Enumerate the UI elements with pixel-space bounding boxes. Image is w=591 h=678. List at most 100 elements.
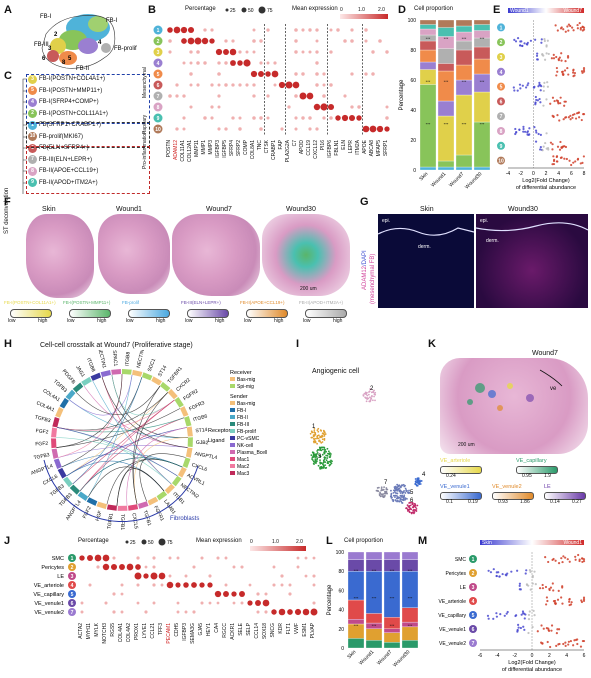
panel-m-pt-2-10 [541,587,545,590]
panel-m-pt-0-12 [551,558,554,562]
chord-sender-label-9: Mac2 [237,464,249,470]
panel-m-xtick-4: 2 [548,653,551,659]
dot-j-3-11 [166,581,174,589]
dot-b-4-7 [217,72,221,76]
umap-i-pt-1-40 [309,432,312,435]
dot-j-0-28 [304,556,308,560]
chord-label-19: CXCL5 [130,513,139,530]
panel-d-seg-2-0 [455,166,473,171]
chord-fibro-arc [43,459,199,522]
cluster-row-badge: 5 [28,86,37,95]
chord-sector-25 [69,484,81,495]
umap-i-pt-5-35 [412,509,415,512]
umap-i-pt-3-100 [402,499,405,502]
k-legend-bar-0 [440,466,482,474]
panel-m-pt-0-15 [564,556,567,559]
panel-e-pt-2-8 [558,56,561,59]
panel-f-scale: 200 um [300,286,317,292]
dot-b-9-30 [376,125,384,133]
chord-label-34: COL4A1 [42,388,62,403]
chord-sender-label-10: Mac3 [237,471,249,477]
panel-e-pt-5-5 [539,101,542,104]
dot-b-0-3 [187,26,195,34]
cluster-badge-num-2: 2 [157,39,160,45]
dot-b-8-23 [329,116,333,120]
panel-e-pt-6-11 [552,115,555,119]
panel-l-sig-1-0: *** [372,568,377,573]
cluster-group-label-2: Pro-inflammation [142,131,148,169]
gene-label-b-10: SFRP2 [236,140,242,156]
dot-b-8-22 [322,116,326,120]
panel-e-pt-8-8 [563,145,566,148]
umap-i-pt-3-63 [399,486,402,489]
panel-e-pt-1-20 [520,40,523,43]
umap-i-pt-2-73 [319,467,322,470]
panel-m-pt-3-17 [582,598,586,601]
panel-e-pt-5-17 [536,99,539,102]
dot-j-5-17 [216,601,220,605]
umap-i-pt-3-95 [403,485,406,488]
panel-l-seg-2-6 [383,551,401,560]
panel-e-pt-8-19 [542,145,545,148]
panel-m-pt-0-11 [574,558,577,561]
dot-j-1-7 [135,564,141,570]
panel-l-seg-3-1 [401,626,418,641]
dot-b-0-14 [266,28,270,32]
f-legend-high-1: high [97,318,107,324]
panel-e-pt-5-11 [538,97,541,101]
panel-l-xtick-1: Wound1 [358,649,376,667]
umap-i-pt-0-5 [370,391,373,394]
k-legend-min-2: 0.1 [446,499,453,505]
chord-sector-26 [63,476,73,488]
chord-label-27: CXCL6 [42,474,59,487]
panel-e-pt-2-19 [543,58,547,61]
j-row-badge-4 [68,590,76,598]
gene-label-b-3: COL12A1 [187,140,193,162]
umap-i-pt-4-27 [418,482,421,485]
cluster-badge-num-9: 9 [157,116,160,122]
dot-b-8-2 [182,116,186,120]
gene-label-b-30: MFAP5 [376,140,382,157]
dot-b-1-18 [294,39,298,43]
panel-d-seg-3-9 [473,19,490,25]
panel-m-row-label-6: VE_venule2 [439,641,466,647]
panel-e-pt-2-7 [566,55,570,58]
panel-m-pt-1-19 [529,570,532,573]
chord-label-5: CXCR2 [175,377,192,393]
panel-m-pt-4-12 [506,610,509,614]
panel-e-pt-5-7 [553,99,556,103]
dot-b-9-29 [369,125,377,133]
panel-e-pt-0-11 [576,27,579,30]
panel-m-pt-2-6 [518,584,521,587]
gene-label-b-4: MMP11 [194,140,200,157]
panel-l-sig-0-2: *** [354,623,359,628]
panel-e-pt-6-0 [558,119,561,122]
f-legend-bar-2 [128,309,170,318]
umap-i-pt-2-114 [323,456,326,459]
umap-i-pt-3-108 [390,496,393,499]
dot-j-0-12 [176,556,180,560]
cluster-badge-5 [153,69,163,79]
panel-letter-m: M [418,535,428,547]
umap-i-pt-0-15 [365,400,368,403]
panel-d-xtick-0: Skin [418,171,429,182]
dot-b-4-13 [258,71,264,77]
panel-l-seg-3-3 [401,607,418,623]
panel-e-xtick-1: -2 [518,171,523,177]
umap-i-pt-2-116 [316,452,319,454]
dot-b-2-31 [385,50,389,54]
umap-i-pt-3-8 [399,494,402,497]
panel-m-row-label-2: LE [460,585,467,591]
dot-j-6-29 [310,608,318,616]
umap-i-pt-3-61 [390,493,393,496]
umap-i-pt-5-49 [406,510,409,512]
panel-j-dotplot: SMC 1 Pericytes 2 LE 3 VE_arteriole 4 VE_capilla… [33,554,318,644]
dot-j-3-18 [224,583,228,587]
panel-m-row-num-0: 1 [472,557,475,563]
chord-ligand-label: Ligand [208,438,225,444]
chord-sender-swatch-0 [230,401,235,405]
panel-d-seg-1-4 [437,70,455,102]
dot-j-6-8 [144,610,148,614]
f-legend-bar-4 [246,309,288,318]
panel-e-row-num-8: 9 [500,144,503,150]
